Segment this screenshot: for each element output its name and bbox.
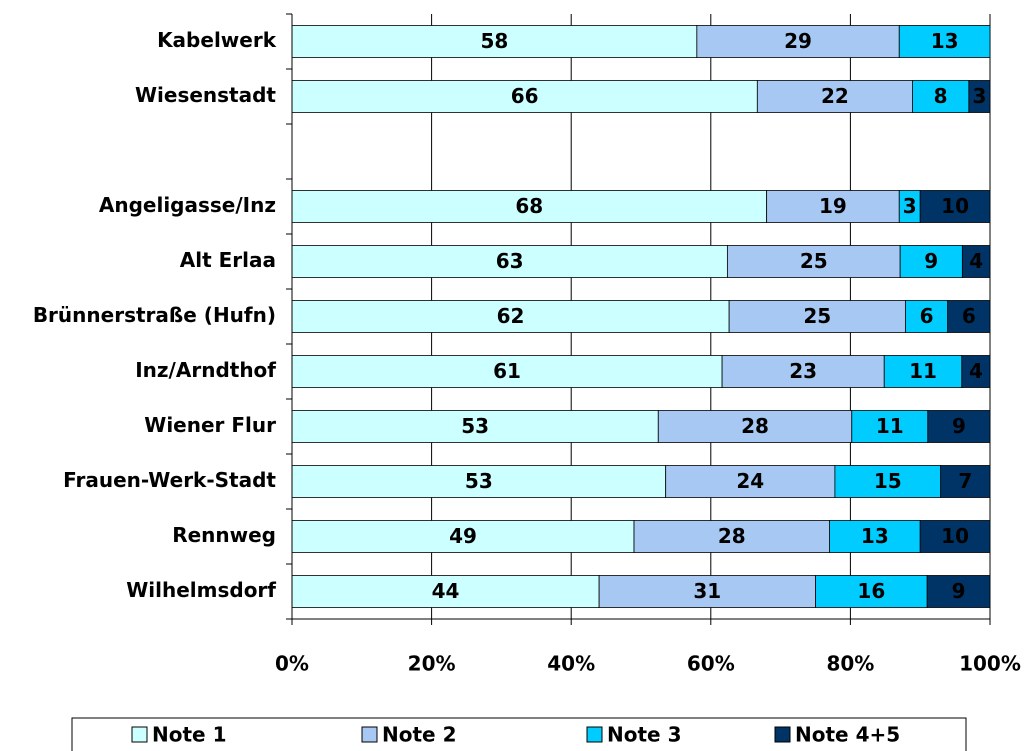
bar-segment bbox=[598, 575, 816, 608]
value-label: 24 bbox=[736, 469, 764, 493]
value-label: 11 bbox=[876, 414, 904, 438]
value-label: 22 bbox=[821, 84, 849, 108]
value-label: 28 bbox=[741, 414, 769, 438]
bar-segment bbox=[940, 465, 991, 498]
value-label: 49 bbox=[449, 524, 477, 548]
bar-segment bbox=[291, 355, 723, 388]
bar-segment bbox=[919, 520, 991, 553]
legend-swatch bbox=[774, 726, 791, 743]
legend-swatch bbox=[131, 726, 148, 743]
y-tick-label: Angeligasse/Inz bbox=[99, 193, 276, 217]
bar-segment bbox=[919, 190, 991, 223]
legend-label: Note 3 bbox=[607, 723, 681, 747]
x-tick-label: 0% bbox=[275, 652, 309, 676]
legend-label: Note 4+5 bbox=[795, 723, 900, 747]
value-label: 66 bbox=[511, 84, 539, 108]
y-tick-label: Rennweg bbox=[172, 523, 276, 547]
value-label: 3 bbox=[903, 194, 917, 218]
value-label: 13 bbox=[931, 29, 959, 53]
bar-segment bbox=[657, 410, 853, 443]
legend-label: Note 2 bbox=[382, 723, 456, 747]
value-label: 9 bbox=[952, 579, 966, 603]
bar-segment bbox=[766, 190, 900, 223]
value-label: 10 bbox=[941, 194, 969, 218]
value-label: 44 bbox=[432, 579, 460, 603]
bar-segment bbox=[947, 300, 991, 333]
value-label: 13 bbox=[861, 524, 889, 548]
bar-segment bbox=[291, 245, 728, 278]
y-tick-label: Alt Erlaa bbox=[180, 248, 276, 272]
value-label: 6 bbox=[920, 304, 934, 328]
bar-segment bbox=[898, 25, 991, 58]
value-label: 9 bbox=[952, 414, 966, 438]
bar-segment bbox=[851, 410, 929, 443]
value-label: 4 bbox=[969, 249, 983, 273]
y-tick-label: Kabelwerk bbox=[157, 28, 277, 52]
bar-segment bbox=[726, 245, 901, 278]
y-tick-label: Inz/Arndthof bbox=[135, 358, 276, 382]
legend-box bbox=[71, 717, 967, 751]
bar-segment bbox=[968, 80, 991, 113]
value-label: 58 bbox=[480, 29, 508, 53]
bar-segment bbox=[633, 520, 830, 553]
bar-segment bbox=[926, 575, 991, 608]
value-label: 53 bbox=[461, 414, 489, 438]
y-tick-label: Frauen-Werk-Stadt bbox=[63, 468, 276, 492]
value-label: 15 bbox=[874, 469, 902, 493]
value-label: 28 bbox=[718, 524, 746, 548]
x-tick-label: 40% bbox=[547, 652, 595, 676]
value-label: 53 bbox=[465, 469, 493, 493]
bar-segment bbox=[927, 410, 991, 443]
value-label: 25 bbox=[803, 304, 831, 328]
value-label: 11 bbox=[909, 359, 937, 383]
legend-swatch bbox=[586, 726, 603, 743]
value-label: 62 bbox=[497, 304, 525, 328]
bar-segment bbox=[912, 80, 970, 113]
value-label: 16 bbox=[857, 579, 885, 603]
value-label: 19 bbox=[819, 194, 847, 218]
value-label: 61 bbox=[493, 359, 521, 383]
bar-segment bbox=[291, 300, 730, 333]
bar-segment bbox=[904, 300, 949, 333]
value-label: 31 bbox=[693, 579, 721, 603]
value-label: 4 bbox=[969, 359, 983, 383]
bar-segment bbox=[961, 355, 991, 388]
y-tick-label: Brünnerstraße (Hufn) bbox=[33, 303, 276, 327]
bar-segment bbox=[291, 520, 635, 553]
bar-segment bbox=[291, 80, 758, 113]
value-label: 29 bbox=[784, 29, 812, 53]
bar-segment bbox=[665, 465, 836, 498]
bar-segment bbox=[721, 355, 885, 388]
value-label: 23 bbox=[789, 359, 817, 383]
x-tick-label: 100% bbox=[959, 652, 1021, 676]
y-tick-label: Wiesenstadt bbox=[135, 83, 276, 107]
value-label: 7 bbox=[958, 469, 972, 493]
value-label: 25 bbox=[800, 249, 828, 273]
value-label: 6 bbox=[962, 304, 976, 328]
value-label: 63 bbox=[496, 249, 524, 273]
bar-segment bbox=[961, 245, 991, 278]
bar-segment bbox=[899, 245, 963, 278]
bar-segment bbox=[291, 190, 768, 223]
value-label: 3 bbox=[972, 84, 986, 108]
y-tick-label: Wilhelmsdorf bbox=[126, 578, 276, 602]
bar-segment bbox=[756, 80, 913, 113]
value-label: 9 bbox=[924, 249, 938, 273]
x-tick-label: 20% bbox=[408, 652, 456, 676]
bar-segment bbox=[883, 355, 963, 388]
y-tick-label: Wiener Flur bbox=[144, 413, 276, 437]
bar-segment bbox=[829, 520, 921, 553]
value-label: 8 bbox=[934, 84, 948, 108]
value-label: 68 bbox=[515, 194, 543, 218]
bar-segment bbox=[728, 300, 906, 333]
legend-swatch bbox=[361, 726, 378, 743]
legend-label: Note 1 bbox=[152, 723, 226, 747]
x-tick-label: 80% bbox=[826, 652, 874, 676]
value-label: 10 bbox=[941, 524, 969, 548]
x-tick-label: 60% bbox=[687, 652, 735, 676]
bar-segment bbox=[696, 25, 900, 58]
